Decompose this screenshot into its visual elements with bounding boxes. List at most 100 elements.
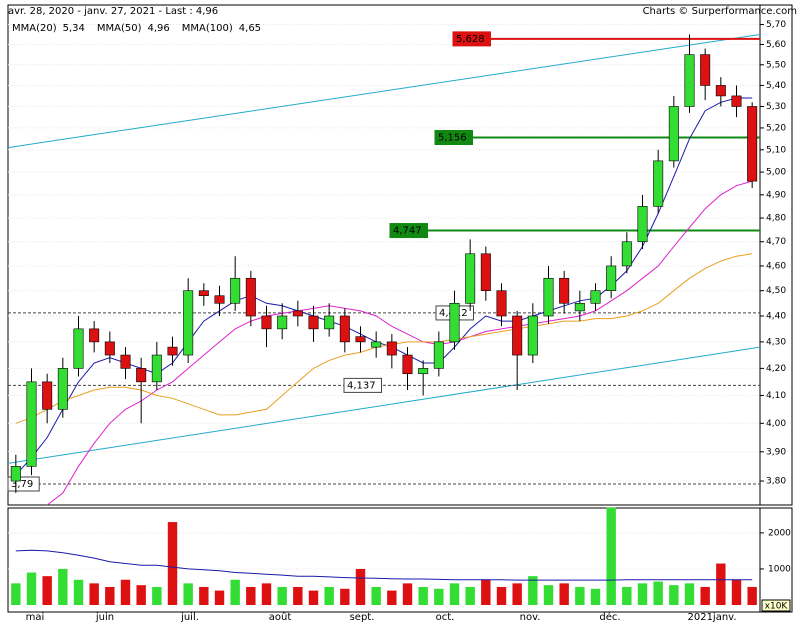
- volume-bar: [261, 583, 272, 605]
- price-frame: [7, 4, 793, 506]
- volume-bar: [637, 583, 648, 605]
- volume-bar: [465, 586, 475, 605]
- volume-bar: [105, 586, 115, 605]
- candle-body: [637, 206, 648, 243]
- candle-body: [433, 341, 444, 369]
- legend-name: MMA(50): [97, 23, 142, 34]
- candle-body: [277, 315, 288, 330]
- volume-bar: [214, 590, 225, 605]
- y-tick-label: 5,60: [766, 40, 786, 50]
- volume-bar: [293, 586, 303, 605]
- y-tick-label: 4,10: [766, 391, 786, 401]
- chart-range: avr. 28, 2020 - janv. 27, 2021 - Last : …: [8, 6, 218, 17]
- candle-body: [136, 368, 147, 383]
- volume-bar: [308, 590, 319, 605]
- y-tick-label: 4,90: [766, 190, 786, 200]
- volume-bar: [700, 586, 710, 605]
- chart-credit: Charts © Surperformance.com: [643, 6, 797, 17]
- candle-body: [527, 315, 538, 356]
- volume-bar: [543, 585, 554, 605]
- y-tick-label: 4,00: [766, 419, 786, 429]
- volume-bar: [606, 507, 616, 605]
- candle-body: [480, 253, 491, 292]
- candle-body: [42, 381, 53, 410]
- volume-bar: [481, 579, 491, 605]
- volume-bar: [653, 581, 663, 605]
- legend-name: MMA(20): [12, 23, 57, 34]
- legend-value: 4,96: [148, 23, 170, 34]
- level-box: [452, 31, 491, 47]
- candle-body: [715, 85, 726, 97]
- volume-bar: [387, 590, 397, 605]
- unit-box: [761, 599, 791, 612]
- candle-body: [386, 341, 397, 356]
- candle-body: [104, 341, 115, 356]
- volume-bar: [747, 586, 757, 605]
- candle-body: [684, 54, 695, 107]
- x-tick-label: 2021janv.: [687, 612, 736, 623]
- y-tick-label: 5,50: [766, 60, 786, 70]
- y-tick-label: 5,10: [766, 145, 786, 155]
- y-tick-label: 4,50: [766, 286, 786, 296]
- y-tick-label: 5,70: [766, 20, 786, 30]
- candle-body: [590, 290, 601, 304]
- volume-frame: [7, 507, 793, 613]
- volume-bar: [42, 576, 52, 605]
- legend-value: 4,65: [239, 23, 261, 34]
- volume-bar: [731, 579, 742, 605]
- ma-line: [15, 253, 753, 424]
- candle-body: [418, 368, 429, 375]
- legend-value: 5,34: [63, 23, 85, 34]
- volume-bar: [246, 586, 256, 605]
- candle-body: [339, 315, 350, 343]
- candle-body: [26, 381, 37, 467]
- volume-bar: [449, 583, 460, 605]
- x-tick-label: oct.: [436, 612, 455, 623]
- candle-body: [606, 265, 617, 292]
- candle-body: [574, 302, 585, 312]
- volume-bar: [684, 583, 695, 605]
- y-tick-label: 3,90: [766, 447, 786, 457]
- level-label: 5,628: [456, 34, 485, 45]
- volume-bar: [590, 588, 601, 605]
- legend-name: MMA(100): [182, 23, 233, 34]
- x-tick-label: nov.: [520, 612, 541, 623]
- trendline: [7, 346, 761, 464]
- candle-body: [214, 295, 225, 304]
- volume-bar: [11, 583, 21, 605]
- trendline: [7, 34, 761, 149]
- x-tick-label: mai: [26, 612, 45, 623]
- volume-bar: [89, 583, 99, 605]
- level-box: [389, 223, 428, 239]
- y-tick-label: 4,40: [766, 312, 786, 322]
- y-tick-label: 4,70: [766, 237, 786, 247]
- level-label: 5,156: [438, 133, 467, 144]
- level-label: 3,79: [11, 479, 33, 490]
- volume-bar: [324, 586, 334, 605]
- candle-body: [747, 106, 758, 182]
- y-tick-label: 5,00: [766, 168, 786, 178]
- volume-bar: [120, 579, 131, 605]
- volume-bar: [73, 579, 84, 605]
- volume-bar: [528, 576, 538, 605]
- volume-bar: [559, 583, 569, 605]
- volume-bar: [26, 572, 37, 605]
- candle-body: [120, 354, 131, 369]
- candle-body: [371, 341, 382, 348]
- candle-body: [496, 290, 507, 317]
- candle-body: [543, 277, 554, 317]
- y-tick-label: 4,30: [766, 337, 786, 347]
- candle-body: [653, 160, 664, 207]
- candle-body: [167, 346, 178, 356]
- volume-bar: [622, 586, 632, 605]
- y-tick-label: 5,30: [766, 102, 786, 112]
- y-tick-label: 3,80: [766, 477, 786, 487]
- candle-body: [668, 106, 679, 162]
- candle-body: [183, 290, 194, 356]
- y-tick-label: 5,20: [766, 123, 786, 133]
- candle-body: [151, 354, 162, 383]
- candle-body: [355, 336, 366, 343]
- candle-body: [731, 95, 742, 107]
